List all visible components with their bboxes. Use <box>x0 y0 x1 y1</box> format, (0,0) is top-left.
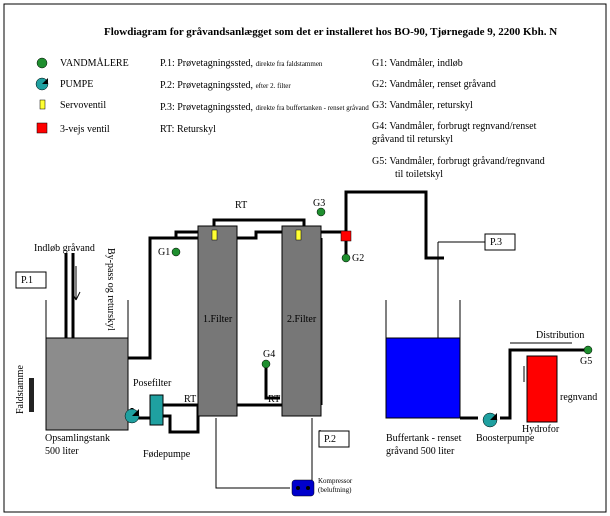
legend-p1: P.1: Prøvetagningssted, direkte fra fald… <box>160 58 322 69</box>
meter-g2 <box>341 253 351 263</box>
legend-g4-line2: gråvand til returskyl <box>372 134 454 145</box>
servo-valve-2 <box>295 229 302 241</box>
buffer-tank <box>385 337 461 419</box>
label-distribution: Distribution <box>536 330 585 341</box>
diagram-border <box>3 3 607 513</box>
label-buffer-2: gråvand 500 liter <box>386 446 455 457</box>
legend-p2-note: efter 2. filter <box>255 82 291 90</box>
legend-servo-icon <box>39 99 46 110</box>
legend-g2: G2: Vandmåler, renset gråvand <box>372 79 496 90</box>
legend-meter-label: VANDMÅLERE <box>60 58 129 69</box>
sample-box-p2 <box>318 430 350 448</box>
label-hydrofor: Hydrofor <box>522 424 560 435</box>
legend-g5-line2: til toiletskyl <box>395 169 444 180</box>
label-rt-top: RT <box>235 200 248 211</box>
legend-g4-line1: G4: Vandmåler, forbrugt regnvand/renset <box>372 121 537 132</box>
label-foedepumpe: Fødepumpe <box>143 449 191 460</box>
collection-tank <box>45 337 129 431</box>
meter-g1 <box>171 247 181 257</box>
label-p2: P.2 <box>324 434 336 445</box>
label-p3: P.3 <box>490 237 502 248</box>
label-filter-2: 2.Filter <box>287 314 317 325</box>
label-indloeb: Indløb gråvand <box>34 243 95 254</box>
filter-1 <box>197 225 238 417</box>
label-buffer-1: Buffertank - renset <box>386 433 462 444</box>
label-filter-1: 1.Filter <box>203 314 233 325</box>
filter-2 <box>281 225 322 417</box>
legend-g1: G1: Vandmåler, indløb <box>372 58 463 69</box>
label-g2: G2 <box>352 253 365 264</box>
pipe-network <box>64 190 588 434</box>
three-way-valve <box>340 230 352 242</box>
legend-servo-label: Servoventil <box>60 100 107 111</box>
label-faldstamme: Faldstamme <box>15 365 26 414</box>
legend-p2: P.2: Prøvetagningssted, efter 2. filter <box>160 80 291 91</box>
label-opsamling-1: Opsamlingstank <box>45 433 110 444</box>
meter-g5 <box>583 345 593 355</box>
posefilter <box>149 394 164 426</box>
sample-box-p1 <box>15 271 47 289</box>
booster-pump <box>482 412 498 428</box>
label-kompressor-1: Kompressor <box>318 477 353 485</box>
label-p1: P.1 <box>21 275 33 286</box>
legend-rt: RT: Returskyl <box>160 124 216 135</box>
legend-p3-note: direkte fra buffertanken - renset gråvan… <box>255 104 369 112</box>
faldstamme-pipe <box>29 378 34 412</box>
meter-g3 <box>316 207 326 217</box>
label-boosterpumpe: Boosterpumpe <box>476 433 535 444</box>
diagram-title: Flowdiagram for gråvandsanlægget som det… <box>104 26 558 38</box>
legend-valve-icon <box>36 122 48 134</box>
label-posefilter: Posefilter <box>133 378 172 389</box>
label-g4: G4 <box>263 349 276 360</box>
label-rt-left: RT <box>184 394 197 405</box>
legend-g5-line1: G5: Vandmåler, forbrugt gråvand/regnvand <box>372 156 545 167</box>
label-g3: G3 <box>313 198 326 209</box>
legend-pump-label: PUMPE <box>60 79 94 90</box>
label-g5: G5 <box>580 356 593 367</box>
label-rt-mid: RT <box>268 394 281 405</box>
hydrofor-tank <box>526 355 558 423</box>
meter-g4 <box>261 359 271 369</box>
legend-meter-icon <box>36 57 48 69</box>
label-g1: G1 <box>158 247 171 258</box>
legend-valve-label: 3-vejs ventil <box>60 124 110 135</box>
feed-pump <box>124 408 140 424</box>
compressor <box>291 479 315 497</box>
legend-p3-label: P.3: Prøvetagningssted, <box>160 102 254 113</box>
label-bypass: By-pass og returskyl <box>105 248 116 331</box>
servo-valve-1 <box>211 229 218 241</box>
sample-box-p3 <box>484 233 516 251</box>
legend-g3: G3: Vandmåler, returskyl <box>372 100 473 111</box>
legend-p2-label: P.2: Prøvetagningssted, <box>160 80 254 91</box>
legend-p1-label: P.1: Prøvetagningssted, <box>160 58 254 69</box>
legend-p1-note: direkte fra faldstammen <box>255 60 323 68</box>
legend-p3: P.3: Prøvetagningssted, direkte fra buff… <box>160 102 369 113</box>
legend-pump-icon <box>35 77 49 91</box>
label-kompressor-2: (beluftning) <box>318 486 352 494</box>
label-opsamling-2: 500 liter <box>45 446 79 457</box>
label-regnvand: regnvand <box>560 392 598 403</box>
